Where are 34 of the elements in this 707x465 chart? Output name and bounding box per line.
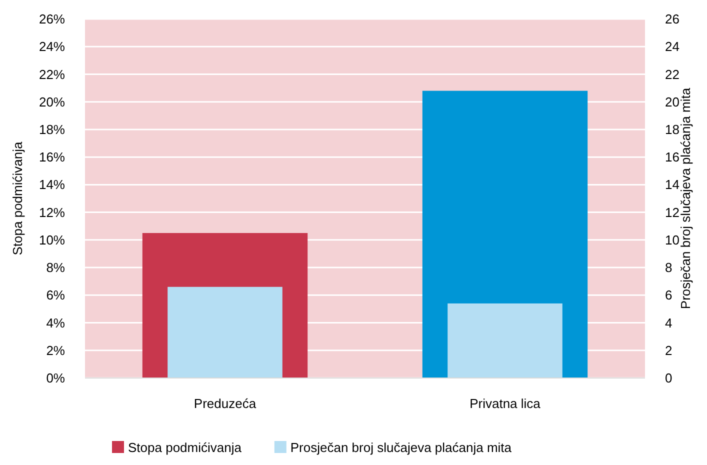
y2-tick-label: 12 <box>665 204 680 220</box>
y-tick-label: 24% <box>38 39 66 54</box>
y-tick-label: 26% <box>38 12 66 27</box>
y-axis-title: Stopa podmićivanja <box>10 141 25 256</box>
y2-tick-label: 24 <box>665 39 680 54</box>
y2-tick-label: 16 <box>665 150 680 165</box>
legend-label: Prosječan broj slučajeva plaćanja mita <box>290 440 512 455</box>
y-tick-label: 20% <box>38 94 66 110</box>
y-tick-label: 22% <box>38 66 66 82</box>
y2-tick-label: 0 <box>665 370 672 386</box>
y2-axis-title: Prosječan broj slučajeva plaćanja mita <box>678 87 693 310</box>
y-tick-label: 14% <box>38 177 66 192</box>
y-tick-label: 6% <box>46 288 66 303</box>
y-tick-label: 16% <box>38 150 66 165</box>
y-tick-label: 8% <box>46 260 66 276</box>
y-tick-label: 10% <box>38 232 66 248</box>
x-tick-label: Privatna lica <box>470 396 542 411</box>
y-tick-label: 0% <box>46 370 66 386</box>
y-tick-label: 12% <box>38 204 66 220</box>
y-tick-label: 2% <box>46 342 66 358</box>
y2-tick-label: 2 <box>665 342 672 358</box>
y2-tick-label: 22 <box>665 66 680 82</box>
y2-tick-label: 10 <box>665 232 680 248</box>
x-tick-label: Preduzeća <box>194 396 257 411</box>
y2-tick-label: 14 <box>665 177 680 192</box>
y2-tick-label: 8 <box>665 260 672 276</box>
legend-label: Stopa podmićivanja <box>128 440 242 455</box>
y-tick-label: 18% <box>38 122 66 138</box>
y2-tick-label: 26 <box>665 12 680 27</box>
y2-tick-label: 6 <box>665 288 672 303</box>
y2-tick-label: 4 <box>665 315 672 330</box>
y2-tick-label: 18 <box>665 122 680 138</box>
y2-tick-label: 20 <box>665 94 680 110</box>
y-tick-label: 4% <box>46 315 66 330</box>
